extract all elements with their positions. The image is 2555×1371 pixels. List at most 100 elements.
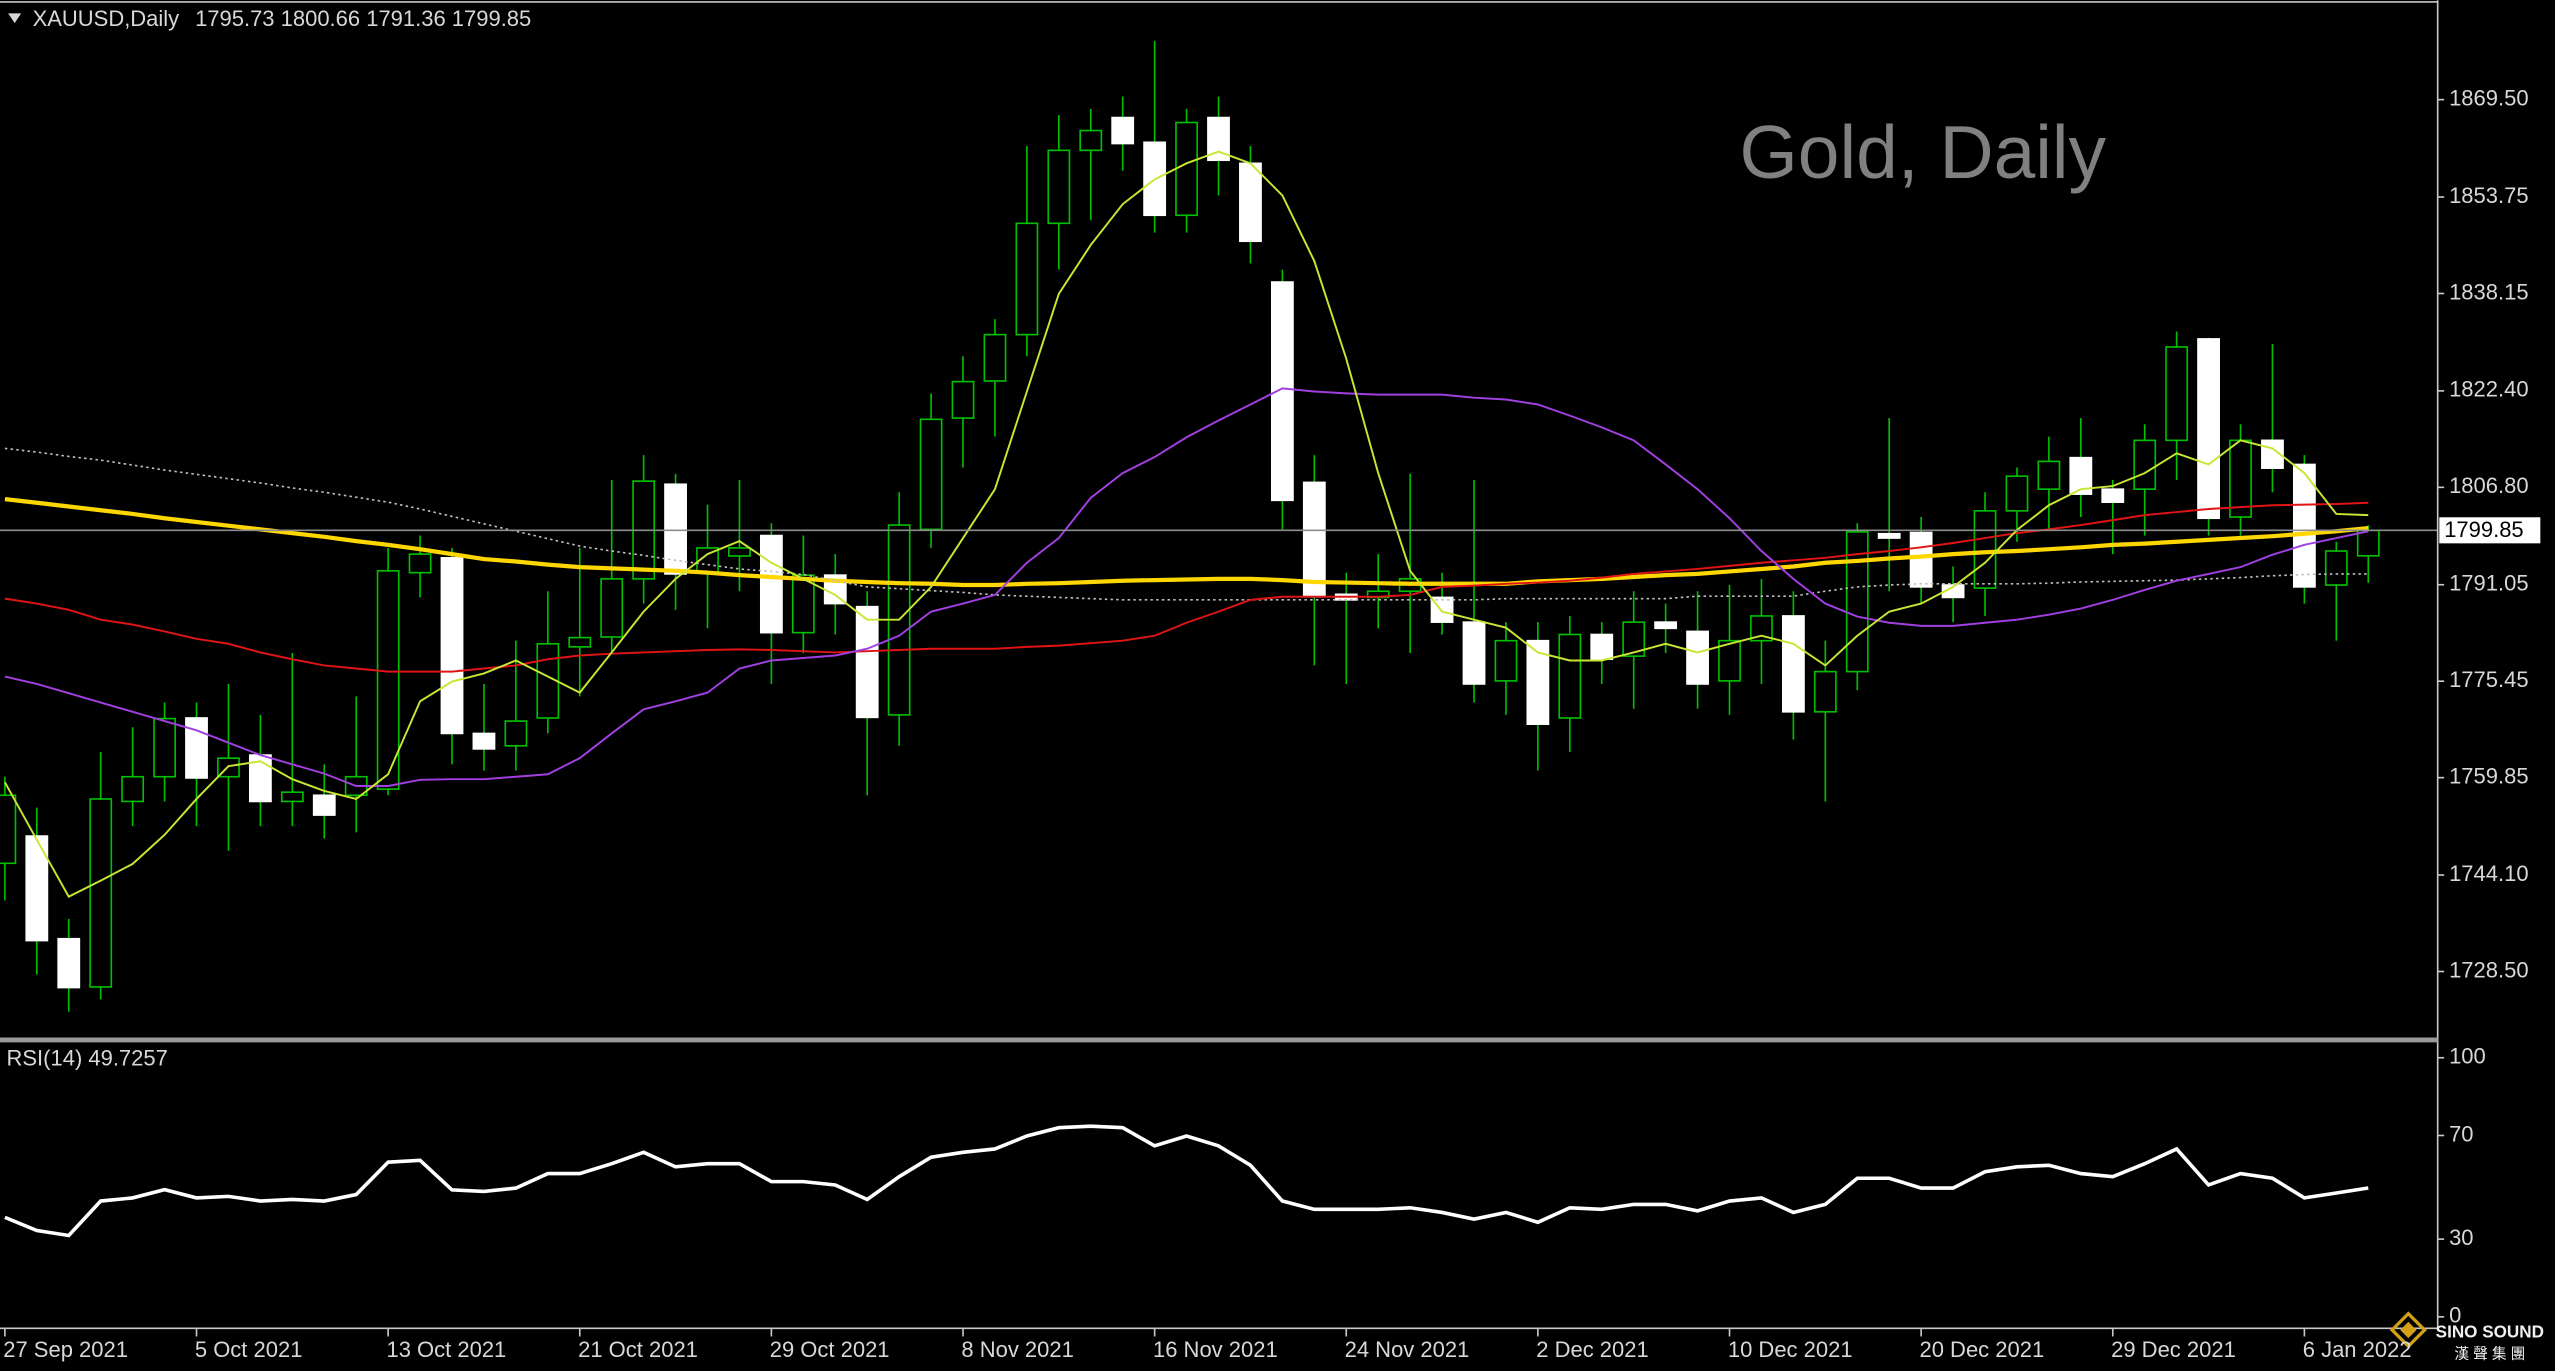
candle-body-down <box>185 717 208 779</box>
candle-body-up <box>121 775 145 803</box>
y-tick-label: 0 <box>2449 1303 2461 1328</box>
rsi-last-value: 49.7257 <box>88 1045 167 1070</box>
x-tick-label: 10 Dec 2021 <box>1728 1337 1853 1362</box>
candle-body-up <box>1750 615 1773 642</box>
y-tick-label: 1728.50 <box>2449 957 2528 982</box>
candle-body-up <box>153 717 176 778</box>
candle-body-up <box>0 794 17 865</box>
y-tick-label: 1822.40 <box>2449 377 2528 402</box>
x-tick-label: 20 Dec 2021 <box>1920 1337 2045 1362</box>
logo-mark <box>2389 1311 2427 1349</box>
logo-subtitle: 漢 聲 集 團 <box>2454 1345 2525 1362</box>
candle-body-up <box>408 553 432 574</box>
candle-body-down <box>1941 584 1965 599</box>
candle-body-up <box>2356 529 2380 557</box>
moving-average <box>4 496 2369 588</box>
rsi-header: RSI(14) 49.7257 <box>7 1045 168 1070</box>
candle-body-up <box>1813 670 1837 713</box>
candle-body-up <box>600 578 624 638</box>
moving-average <box>4 150 2369 898</box>
candle-body-up <box>1015 222 1039 336</box>
x-tick-label: 27 Sep 2021 <box>3 1337 128 1362</box>
last-close: 1799.85 <box>452 6 531 31</box>
candle-body-down <box>1239 162 1262 243</box>
candle-body-up <box>983 333 1007 382</box>
x-tick-label: 13 Oct 2021 <box>387 1337 507 1362</box>
candle-body-down <box>1590 633 1614 661</box>
candle-body-down <box>2101 488 2125 503</box>
candle-body-down <box>855 605 879 719</box>
plot-area <box>0 40 2445 1337</box>
chart-header: XAUUSD,Daily 1795.73 1800.66 1791.36 179… <box>33 6 532 31</box>
candle-body-up <box>1973 510 1997 589</box>
candle-body-down <box>1526 639 1550 725</box>
x-tick-label: 24 Nov 2021 <box>1345 1337 1470 1362</box>
candle-body-down <box>759 534 783 634</box>
candle-body-up <box>1175 121 1198 217</box>
candle-body-down <box>1207 116 1230 162</box>
x-tick-label: 8 Nov 2021 <box>961 1337 1073 1362</box>
menu-arrow[interactable] <box>8 13 22 24</box>
candle-body-up <box>2229 439 2252 518</box>
y-tick-label: 1806.80 <box>2449 473 2528 498</box>
y-tick-label: 1869.50 <box>2449 85 2528 110</box>
candle-body-up <box>2165 346 2189 442</box>
price-label: 1799.85 <box>2444 517 2523 542</box>
x-tick-label: 29 Oct 2021 <box>770 1337 890 1362</box>
x-tick-label: 6 Jan 2022 <box>2303 1337 2412 1362</box>
moving-average <box>4 447 2369 601</box>
candle-body-up <box>2037 460 2061 491</box>
candle-body-down <box>25 835 49 942</box>
candle-body-down <box>1686 630 1709 685</box>
y-tick-label: 1853.75 <box>2449 183 2528 208</box>
candle-body-up <box>2005 475 2029 512</box>
candle-body-up <box>919 418 943 531</box>
logo: SINO SOUND 漢 聲 集 團 <box>2389 1311 2544 1362</box>
candle-body-up <box>89 798 113 988</box>
watermark: Gold, Daily <box>1740 110 2107 194</box>
candle-body-down <box>1270 281 1294 502</box>
x-tick-label: 21 Oct 2021 <box>578 1337 698 1362</box>
candle-body-down <box>1877 532 1901 539</box>
y-tick-label: 30 <box>2449 1225 2473 1250</box>
y-tick-label: 1775.45 <box>2449 667 2528 692</box>
candle-body-up <box>280 791 304 803</box>
candle-body-down <box>312 794 336 816</box>
candle-body-down <box>1462 621 1486 685</box>
last-low: 1791.36 <box>366 6 445 31</box>
candle-body-down <box>1654 621 1678 630</box>
y-tick-label: 1759.85 <box>2449 763 2528 788</box>
x-tick-label: 29 Dec 2021 <box>2111 1337 2236 1362</box>
candle-body-up <box>728 547 751 557</box>
candle-body-down <box>1111 116 1135 145</box>
candle-body-up <box>1718 639 1741 682</box>
y-tick-label: 70 <box>2449 1121 2473 1146</box>
candle-body-down <box>440 557 464 735</box>
x-tick-label: 5 Oct 2021 <box>195 1337 303 1362</box>
y-tick-label: 1791.05 <box>2449 571 2528 596</box>
y-tick-label: 1838.15 <box>2449 279 2528 304</box>
candle-body-down <box>1909 531 1933 588</box>
symbol: XAUUSD,Daily <box>33 6 180 31</box>
candle-body-up <box>791 574 815 634</box>
candle-body-down <box>57 937 81 989</box>
candle-body-up <box>1845 531 1869 673</box>
x-tick-label: 16 Nov 2021 <box>1153 1337 1278 1362</box>
candle-body-up <box>504 720 528 747</box>
candle-body-up <box>2133 439 2157 491</box>
last-open: 1795.73 <box>195 6 274 31</box>
rsi-title: RSI(14) <box>7 1045 83 1070</box>
candle-body-up <box>376 569 400 790</box>
candle-body-up <box>951 380 975 419</box>
x-tick-label: 2 Dec 2021 <box>1536 1337 1648 1362</box>
moving-average <box>4 501 2369 673</box>
logo-name: SINO SOUND <box>2436 1323 2544 1342</box>
candle-body-down <box>1781 615 1805 713</box>
candle-body-down <box>2197 338 2220 520</box>
rsi-line <box>4 1124 2369 1238</box>
candle-body-down <box>664 483 687 575</box>
candle-body-down <box>2292 463 2316 588</box>
candle-body-up <box>1622 621 1646 657</box>
